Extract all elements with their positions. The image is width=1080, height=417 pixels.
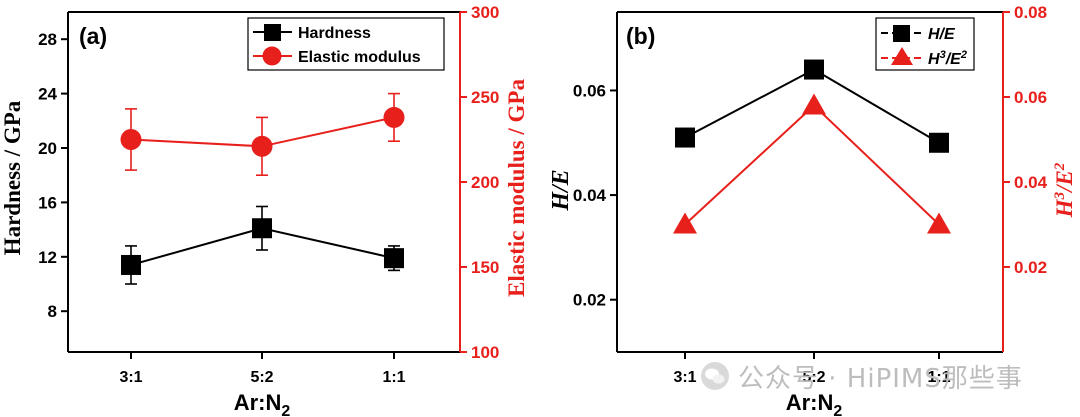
y-tick-label-right: 250 bbox=[471, 88, 499, 107]
legend-marker-h3e2 bbox=[891, 47, 913, 65]
watermark-text: 公众号 · HiPIMS那些事 bbox=[738, 363, 1023, 394]
x-tick-label: 5:2 bbox=[802, 369, 825, 386]
panel-b-ylabel-right: H3/E2 bbox=[1052, 162, 1077, 218]
legend-label-he: H/E bbox=[928, 26, 956, 43]
panel-b-ylabel-left: H/E bbox=[548, 169, 574, 211]
panel-a-plot: 3:1 5:2 1:1 8 12 16 20 24 28 100 150 200 250 300 bbox=[38, 3, 499, 386]
y-tick-label-left: 16 bbox=[38, 193, 57, 212]
y-tick-label-right: 0.08 bbox=[1014, 3, 1047, 22]
y-tick-label-right: 200 bbox=[471, 173, 499, 192]
y-tick-label-left: 8 bbox=[48, 302, 57, 321]
x-tick-label: 3:1 bbox=[673, 369, 696, 386]
y-tick-label-right: 150 bbox=[471, 258, 499, 277]
legend-box bbox=[875, 17, 975, 71]
data-point-triangle bbox=[673, 212, 697, 234]
panel-b: 3:1 5:2 1:1 0.02 0.04 0.06 0.02 0.04 0.06 0.08 (b… bbox=[548, 3, 1077, 417]
data-point-triangle bbox=[927, 212, 951, 234]
data-point-circle bbox=[120, 129, 142, 150]
series-line-1-1 bbox=[684, 104, 940, 226]
panel-b-legend: H/E H3/E2 bbox=[875, 17, 975, 71]
y-tick-label-right: 0.04 bbox=[1014, 173, 1048, 192]
y-tick-label-right: 0.02 bbox=[1014, 258, 1047, 277]
data-point-square bbox=[252, 218, 272, 239]
panel-b-plot: 3:1 5:2 1:1 0.02 0.04 0.06 0.02 0.04 0.06 0.08 bbox=[573, 3, 1048, 386]
data-point-triangle bbox=[802, 93, 826, 115]
data-point-square bbox=[121, 254, 141, 275]
x-tick-label: 3:1 bbox=[119, 369, 142, 386]
x-tick-label: 5:2 bbox=[250, 369, 273, 386]
legend-label-hardness: Hardness bbox=[298, 25, 371, 42]
y-tick-label-left: 28 bbox=[38, 30, 57, 49]
panel-a-legend: Hardness Elastic modulus bbox=[247, 17, 445, 71]
y-tick-label-right: 100 bbox=[471, 343, 499, 362]
legend-marker-hardness bbox=[264, 24, 281, 41]
panel-a-ylabel-left: Hardness / GPa bbox=[0, 100, 25, 255]
data-point-square bbox=[384, 248, 404, 269]
y-tick-label-right: 0.06 bbox=[1014, 88, 1047, 107]
legend-label-h3e2: H3/E2 bbox=[928, 49, 967, 68]
data-point-square bbox=[675, 127, 695, 148]
y-tick-label-left: 12 bbox=[38, 248, 57, 267]
x-tick-label: 1:1 bbox=[927, 369, 950, 386]
x-tick-label: 1:1 bbox=[382, 369, 405, 386]
legend-label-modulus: Elastic modulus bbox=[298, 49, 421, 66]
panel-b-tag: (b) bbox=[626, 23, 655, 49]
y-tick-label-right: 300 bbox=[471, 3, 499, 22]
panel-a-tag: (a) bbox=[79, 23, 107, 49]
data-point-circle bbox=[251, 135, 273, 157]
y-tick-label-left: 24 bbox=[38, 85, 57, 104]
y-tick-label-left: 0.04 bbox=[573, 186, 607, 205]
legend-marker-he bbox=[893, 25, 910, 42]
y-tick-label-left: 20 bbox=[38, 139, 57, 158]
watermark: 公众号 · HiPIMS那些事 bbox=[700, 359, 1023, 394]
data-point-circle bbox=[383, 106, 405, 128]
wechat-icon bbox=[701, 362, 729, 390]
data-point-square bbox=[929, 132, 949, 153]
legend-marker-modulus bbox=[262, 46, 282, 66]
data-point-square bbox=[804, 59, 824, 80]
y-tick-label-left: 0.06 bbox=[573, 81, 606, 100]
panel-a-ylabel-right: Elastic modulus / GPa bbox=[504, 79, 529, 297]
panel-a-xlabel: Ar:N2 bbox=[234, 390, 291, 417]
y-tick-label-left: 0.02 bbox=[573, 291, 606, 310]
panel-b-xlabel: Ar:N2 bbox=[786, 390, 843, 417]
